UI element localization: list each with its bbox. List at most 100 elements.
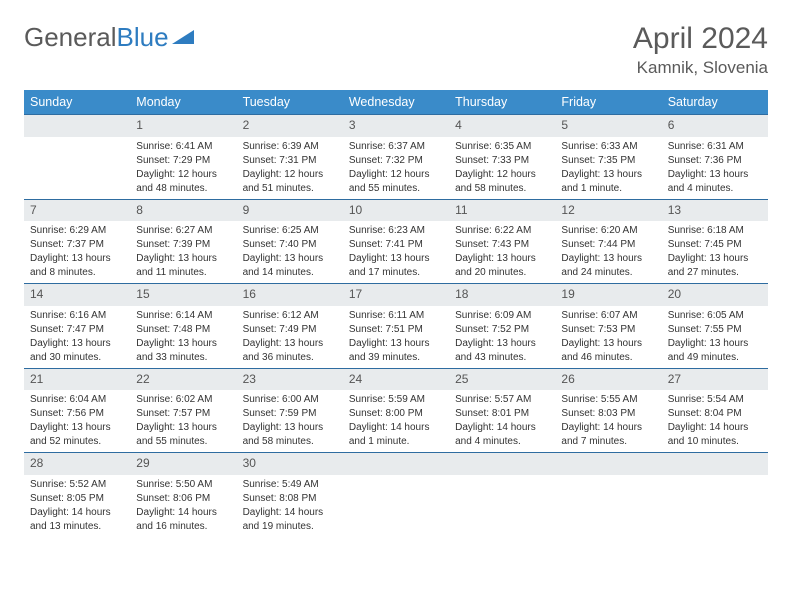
calendar-day-cell: 2Sunrise: 6:39 AMSunset: 7:31 PMDaylight… [237,114,343,199]
sunset-text: Sunset: 7:40 PM [243,238,337,251]
day-number: 20 [662,283,768,306]
day-body: Sunrise: 6:16 AMSunset: 7:47 PMDaylight:… [24,306,130,368]
title-block: April 2024 Kamnik, Slovenia [633,22,768,78]
sunset-text: Sunset: 8:01 PM [455,407,549,420]
daylight-text: and 46 minutes. [561,351,655,364]
day-number: 15 [130,283,236,306]
logo-text-blue: Blue [117,22,169,53]
calendar-day-cell: 15Sunrise: 6:14 AMSunset: 7:48 PMDayligh… [130,283,236,368]
calendar-day-cell: 20Sunrise: 6:05 AMSunset: 7:55 PMDayligh… [662,283,768,368]
daylight-text: and 10 minutes. [668,435,762,448]
day-body: Sunrise: 6:23 AMSunset: 7:41 PMDaylight:… [343,221,449,283]
daylight-text: and 30 minutes. [30,351,124,364]
daylight-text: Daylight: 13 hours [136,337,230,350]
calendar-day-cell: 8Sunrise: 6:27 AMSunset: 7:39 PMDaylight… [130,199,236,284]
day-number: 29 [130,452,236,475]
day-number: 3 [343,114,449,137]
day-number [662,452,768,475]
day-body: Sunrise: 6:33 AMSunset: 7:35 PMDaylight:… [555,137,661,199]
calendar-day-cell: 9Sunrise: 6:25 AMSunset: 7:40 PMDaylight… [237,199,343,284]
sunset-text: Sunset: 7:35 PM [561,154,655,167]
daylight-text: Daylight: 13 hours [136,252,230,265]
daylight-text: Daylight: 13 hours [136,421,230,434]
sunset-text: Sunset: 7:29 PM [136,154,230,167]
day-body: Sunrise: 6:27 AMSunset: 7:39 PMDaylight:… [130,221,236,283]
sunset-text: Sunset: 8:06 PM [136,492,230,505]
daylight-text: and 4 minutes. [455,435,549,448]
day-number: 5 [555,114,661,137]
day-number: 18 [449,283,555,306]
daylight-text: and 55 minutes. [349,182,443,195]
sunset-text: Sunset: 7:41 PM [349,238,443,251]
daylight-text: Daylight: 13 hours [455,337,549,350]
sunset-text: Sunset: 7:37 PM [30,238,124,251]
day-number: 11 [449,199,555,222]
sunset-text: Sunset: 8:05 PM [30,492,124,505]
calendar-day-cell: 17Sunrise: 6:11 AMSunset: 7:51 PMDayligh… [343,283,449,368]
calendar-week-row: 14Sunrise: 6:16 AMSunset: 7:47 PMDayligh… [24,283,768,368]
day-body: Sunrise: 6:02 AMSunset: 7:57 PMDaylight:… [130,390,236,452]
calendar-day-cell: 16Sunrise: 6:12 AMSunset: 7:49 PMDayligh… [237,283,343,368]
day-number: 23 [237,368,343,391]
day-body: Sunrise: 6:00 AMSunset: 7:59 PMDaylight:… [237,390,343,452]
calendar-day-cell: 6Sunrise: 6:31 AMSunset: 7:36 PMDaylight… [662,114,768,199]
daylight-text: and 8 minutes. [30,266,124,279]
calendar-week-row: 28Sunrise: 5:52 AMSunset: 8:05 PMDayligh… [24,452,768,537]
day-body: Sunrise: 5:50 AMSunset: 8:06 PMDaylight:… [130,475,236,537]
day-body: Sunrise: 6:25 AMSunset: 7:40 PMDaylight:… [237,221,343,283]
sunset-text: Sunset: 7:36 PM [668,154,762,167]
calendar-table: Sunday Monday Tuesday Wednesday Thursday… [24,90,768,537]
day-number [24,114,130,137]
day-body: Sunrise: 6:14 AMSunset: 7:48 PMDaylight:… [130,306,236,368]
daylight-text: Daylight: 13 hours [561,337,655,350]
sunset-text: Sunset: 7:56 PM [30,407,124,420]
daylight-text: and 4 minutes. [668,182,762,195]
daylight-text: and 7 minutes. [561,435,655,448]
daylight-text: Daylight: 12 hours [243,168,337,181]
daylight-text: and 13 minutes. [30,520,124,533]
calendar-week-row: 21Sunrise: 6:04 AMSunset: 7:56 PMDayligh… [24,368,768,453]
daylight-text: and 55 minutes. [136,435,230,448]
sunset-text: Sunset: 7:52 PM [455,323,549,336]
daylight-text: Daylight: 13 hours [668,252,762,265]
sunset-text: Sunset: 7:53 PM [561,323,655,336]
day-number: 8 [130,199,236,222]
day-body: Sunrise: 6:29 AMSunset: 7:37 PMDaylight:… [24,221,130,283]
day-body: Sunrise: 6:12 AMSunset: 7:49 PMDaylight:… [237,306,343,368]
weekday-header: Tuesday [237,90,343,114]
sunrise-text: Sunrise: 6:23 AM [349,224,443,237]
calendar-day-cell: 11Sunrise: 6:22 AMSunset: 7:43 PMDayligh… [449,199,555,284]
sunset-text: Sunset: 7:59 PM [243,407,337,420]
month-title: April 2024 [633,22,768,56]
sunset-text: Sunset: 7:33 PM [455,154,549,167]
sunrise-text: Sunrise: 6:22 AM [455,224,549,237]
daylight-text: and 58 minutes. [455,182,549,195]
daylight-text: Daylight: 13 hours [243,252,337,265]
sunset-text: Sunset: 7:39 PM [136,238,230,251]
daylight-text: and 1 minute. [561,182,655,195]
day-number: 9 [237,199,343,222]
daylight-text: and 36 minutes. [243,351,337,364]
daylight-text: Daylight: 13 hours [30,421,124,434]
day-body: Sunrise: 6:11 AMSunset: 7:51 PMDaylight:… [343,306,449,368]
calendar-day-cell [662,452,768,537]
sunrise-text: Sunrise: 6:35 AM [455,140,549,153]
daylight-text: Daylight: 12 hours [136,168,230,181]
calendar-day-cell: 13Sunrise: 6:18 AMSunset: 7:45 PMDayligh… [662,199,768,284]
calendar-day-cell: 23Sunrise: 6:00 AMSunset: 7:59 PMDayligh… [237,368,343,453]
calendar-day-cell: 24Sunrise: 5:59 AMSunset: 8:00 PMDayligh… [343,368,449,453]
day-body [555,475,661,531]
sunset-text: Sunset: 7:45 PM [668,238,762,251]
logo-text-general: General [24,22,117,53]
sunrise-text: Sunrise: 6:20 AM [561,224,655,237]
daylight-text: and 48 minutes. [136,182,230,195]
daylight-text: Daylight: 14 hours [668,421,762,434]
day-number: 22 [130,368,236,391]
weekday-header: Friday [555,90,661,114]
daylight-text: Daylight: 13 hours [243,337,337,350]
daylight-text: and 39 minutes. [349,351,443,364]
sunrise-text: Sunrise: 6:07 AM [561,309,655,322]
calendar-day-cell: 7Sunrise: 6:29 AMSunset: 7:37 PMDaylight… [24,199,130,284]
daylight-text: and 17 minutes. [349,266,443,279]
sunset-text: Sunset: 7:51 PM [349,323,443,336]
